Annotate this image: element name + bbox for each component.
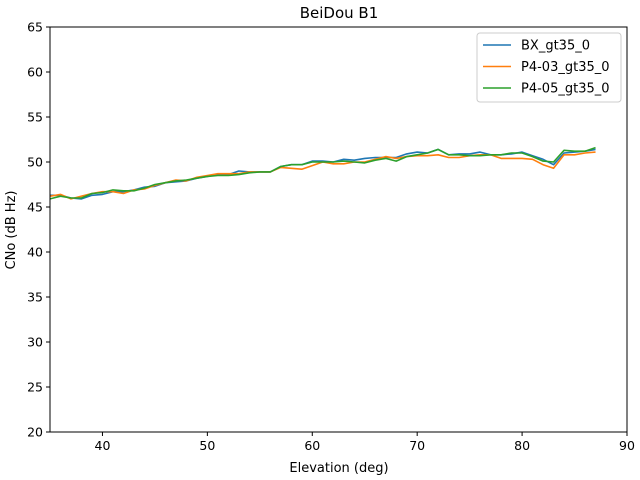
y-axis-label: CNo (dB Hz) — [4, 191, 19, 270]
x-tick-label: 50 — [199, 438, 215, 453]
x-tick-label: 90 — [619, 438, 635, 453]
plot-frame — [49, 26, 628, 433]
y-tick-label: 20 — [27, 425, 43, 440]
y-tick-label: 25 — [27, 380, 43, 395]
x-tick-label: 60 — [304, 438, 320, 453]
legend-label: P4-05_gt35_0 — [521, 82, 610, 97]
legend-label: P4-03_gt35_0 — [521, 60, 610, 75]
y-axis: 20 25 30 35 40 45 50 55 60 65 — [27, 20, 50, 440]
x-axis: 40 50 60 70 80 90 — [95, 432, 635, 453]
y-tick-label: 40 — [27, 245, 43, 260]
y-tick-label: 30 — [27, 335, 43, 350]
chart-title: BeiDou B1 — [300, 4, 379, 22]
y-tick-label: 55 — [27, 110, 43, 125]
legend-box — [476, 32, 622, 103]
y-tick-label: 60 — [27, 65, 43, 80]
x-axis-label: Elevation (deg) — [289, 461, 388, 476]
x-tick-label: 70 — [409, 438, 425, 453]
series-layer — [50, 146, 596, 200]
y-tick-label: 45 — [27, 200, 43, 215]
legend-label: BX_gt35_0 — [521, 39, 590, 54]
legend: BX_gt35_0 P4-03_gt35_0 P4-05_gt35_0 — [476, 32, 622, 103]
y-tick-label: 35 — [27, 290, 43, 305]
y-tick-label: 50 — [27, 155, 43, 170]
series-line-p4-05-gt35-0 — [50, 146, 596, 200]
y-tick-label: 65 — [27, 20, 43, 35]
x-tick-label: 40 — [95, 438, 111, 453]
x-tick-label: 80 — [514, 438, 530, 453]
